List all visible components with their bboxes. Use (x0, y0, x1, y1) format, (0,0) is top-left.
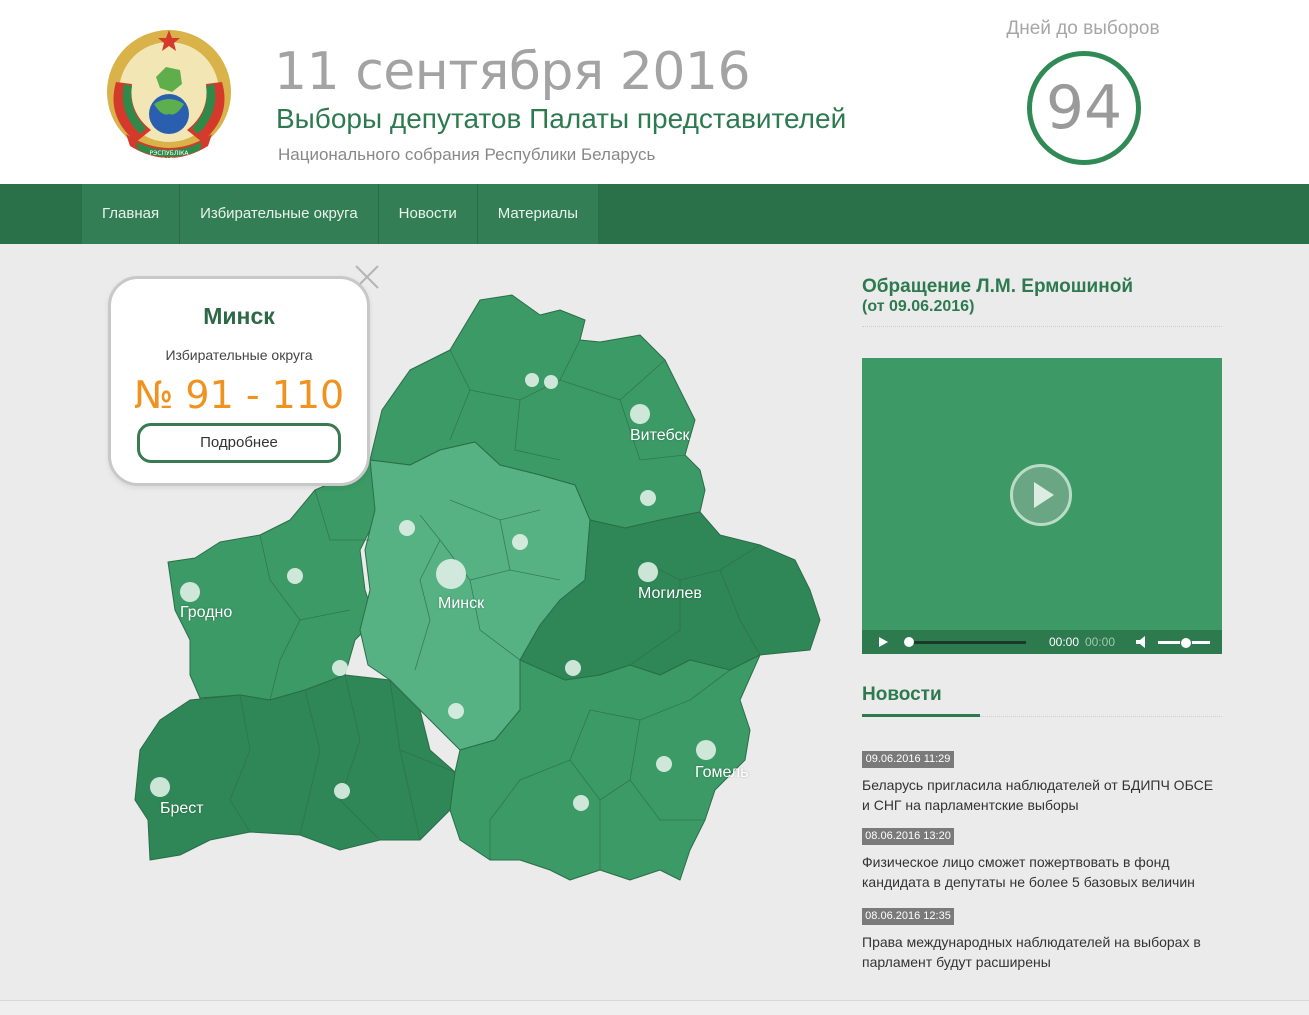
appeal-date: (от 09.06.2016) (862, 298, 975, 315)
city-label-grodno[interactable]: Гродно (180, 604, 233, 621)
city-label-mogilev[interactable]: Могилев (638, 585, 702, 602)
news-date: 08.06.2016 13:20 (862, 828, 954, 845)
city-label-minsk[interactable]: Минск (438, 595, 485, 612)
news-date: 08.06.2016 12:35 (862, 908, 954, 925)
footer (0, 1000, 1309, 1015)
control-play-icon[interactable] (879, 637, 888, 647)
volume-handle[interactable] (1180, 637, 1192, 649)
details-button[interactable]: Подробнее (137, 423, 341, 463)
map-svg (134, 294, 821, 881)
popup-city: Минск (203, 303, 275, 329)
nav-item-districts[interactable]: Избирательные округа (180, 184, 379, 244)
nav-item-home[interactable]: Главная (82, 184, 181, 244)
news-link[interactable]: Права международных наблюдателей на выбо… (862, 934, 1201, 970)
countdown-label: Дней до выборов (1006, 18, 1160, 39)
news-heading: Новости (862, 684, 942, 705)
city-label-vitebsk[interactable]: Витебск (630, 427, 690, 444)
player-controls: 00:00 00:00 (862, 630, 1222, 654)
play-button[interactable] (1010, 464, 1072, 526)
nav-item-news[interactable]: Новости (379, 184, 478, 244)
news-heading-underline (862, 714, 980, 717)
nav-menu: Главная Избирательные округа Новости Мат… (82, 184, 599, 244)
svg-text:РЭСПУБЛІКА: РЭСПУБЛІКА (150, 150, 190, 157)
popup-label: Избирательные округа (165, 347, 313, 363)
divider (862, 326, 1222, 327)
belarus-map: Витебск Минск Могилев Гродно Гомель Брес… (120, 280, 840, 910)
news-link[interactable]: Беларусь пригласила наблюдателей от БДИП… (862, 777, 1214, 813)
state-emblem: РЭСПУБЛІКА БЕЛАРУСЬ (107, 30, 231, 164)
countdown-value: 94 (1045, 73, 1123, 143)
play-icon (1034, 482, 1054, 508)
news-link[interactable]: Физическое лицо сможет пожертвовать в фо… (862, 854, 1195, 890)
popup-district-range: № 91 - 110 (133, 373, 345, 417)
svg-text:БЕЛАРУСЬ: БЕЛАРУСЬ (153, 157, 185, 164)
city-label-gomel[interactable]: Гомель (695, 764, 749, 781)
progress-bar[interactable] (906, 641, 1026, 644)
city-label-brest[interactable]: Брест (160, 800, 204, 817)
duration: 00:00 (1085, 635, 1116, 649)
volume-icon[interactable] (1136, 636, 1150, 648)
countdown-circle: 94 (1027, 51, 1141, 165)
progress-handle[interactable] (904, 637, 914, 647)
page-title: Выборы депутатов Палаты представителей (276, 103, 847, 134)
news-date: 09.06.2016 11:29 (862, 751, 954, 768)
current-time: 00:00 (1049, 635, 1080, 649)
district-popup: Минск Избирательные округа № 91 - 110 По… (108, 276, 370, 486)
site-header: РЭСПУБЛІКА БЕЛАРУСЬ 11 сентября 2016 Выб… (0, 0, 1309, 184)
region-brest (134, 674, 456, 861)
main-nav: Главная Избирательные округа Новости Мат… (0, 184, 1309, 244)
video-player[interactable]: 00:00 00:00 (862, 358, 1222, 654)
divider (980, 716, 1222, 717)
page-subtitle: Национального собрания Республики Белару… (278, 145, 656, 164)
region-gomel (449, 654, 761, 881)
nav-item-materials[interactable]: Материалы (497, 205, 579, 222)
election-date: 11 сентября 2016 (274, 42, 751, 102)
appeal-title[interactable]: Обращение Л.М. Ермошиной (862, 276, 1134, 297)
